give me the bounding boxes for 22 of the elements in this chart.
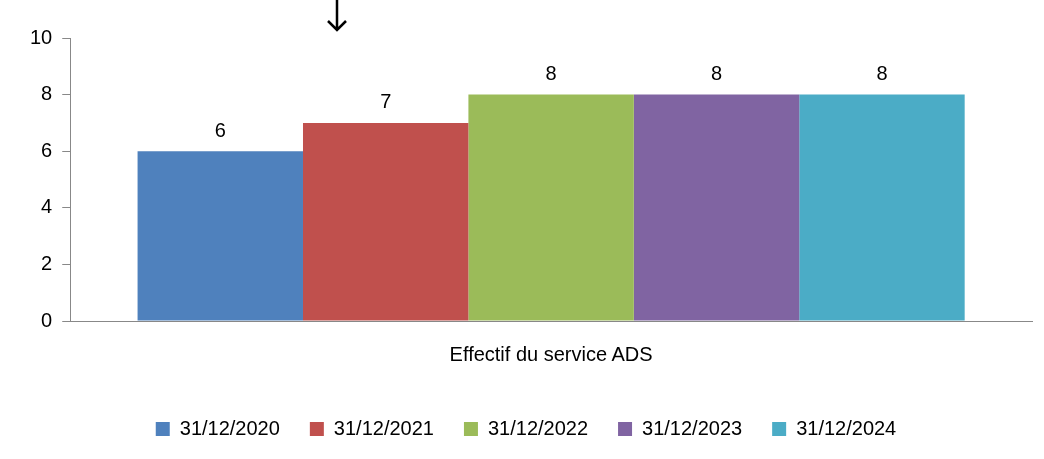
x-tick-label: Effectif du service ADS bbox=[449, 342, 653, 365]
bar bbox=[137, 151, 303, 321]
bar bbox=[799, 94, 965, 321]
data-label: 6 bbox=[214, 118, 226, 141]
y-tick-label: 10 bbox=[30, 25, 53, 48]
data-label: 8 bbox=[876, 62, 888, 85]
bar bbox=[468, 94, 634, 321]
y-tick-label: 2 bbox=[41, 251, 53, 274]
bar bbox=[302, 122, 469, 321]
y-tick-label: 8 bbox=[41, 82, 53, 105]
legend-label: 31/12/2022 bbox=[487, 416, 589, 439]
y-tick-label: 0 bbox=[41, 308, 53, 331]
legend-label: 31/12/2021 bbox=[333, 416, 434, 439]
legend-label: 31/12/2023 bbox=[642, 416, 743, 439]
legend-label: 31/12/2020 bbox=[179, 416, 280, 439]
legend-label: 31/12/2024 bbox=[796, 416, 897, 439]
bar bbox=[633, 94, 800, 321]
data-label: 7 bbox=[380, 90, 392, 113]
data-label: 8 bbox=[545, 62, 557, 85]
data-label: 8 bbox=[710, 62, 723, 85]
y-tick-label: 4 bbox=[41, 195, 53, 218]
y-tick-label: 6 bbox=[41, 138, 53, 161]
